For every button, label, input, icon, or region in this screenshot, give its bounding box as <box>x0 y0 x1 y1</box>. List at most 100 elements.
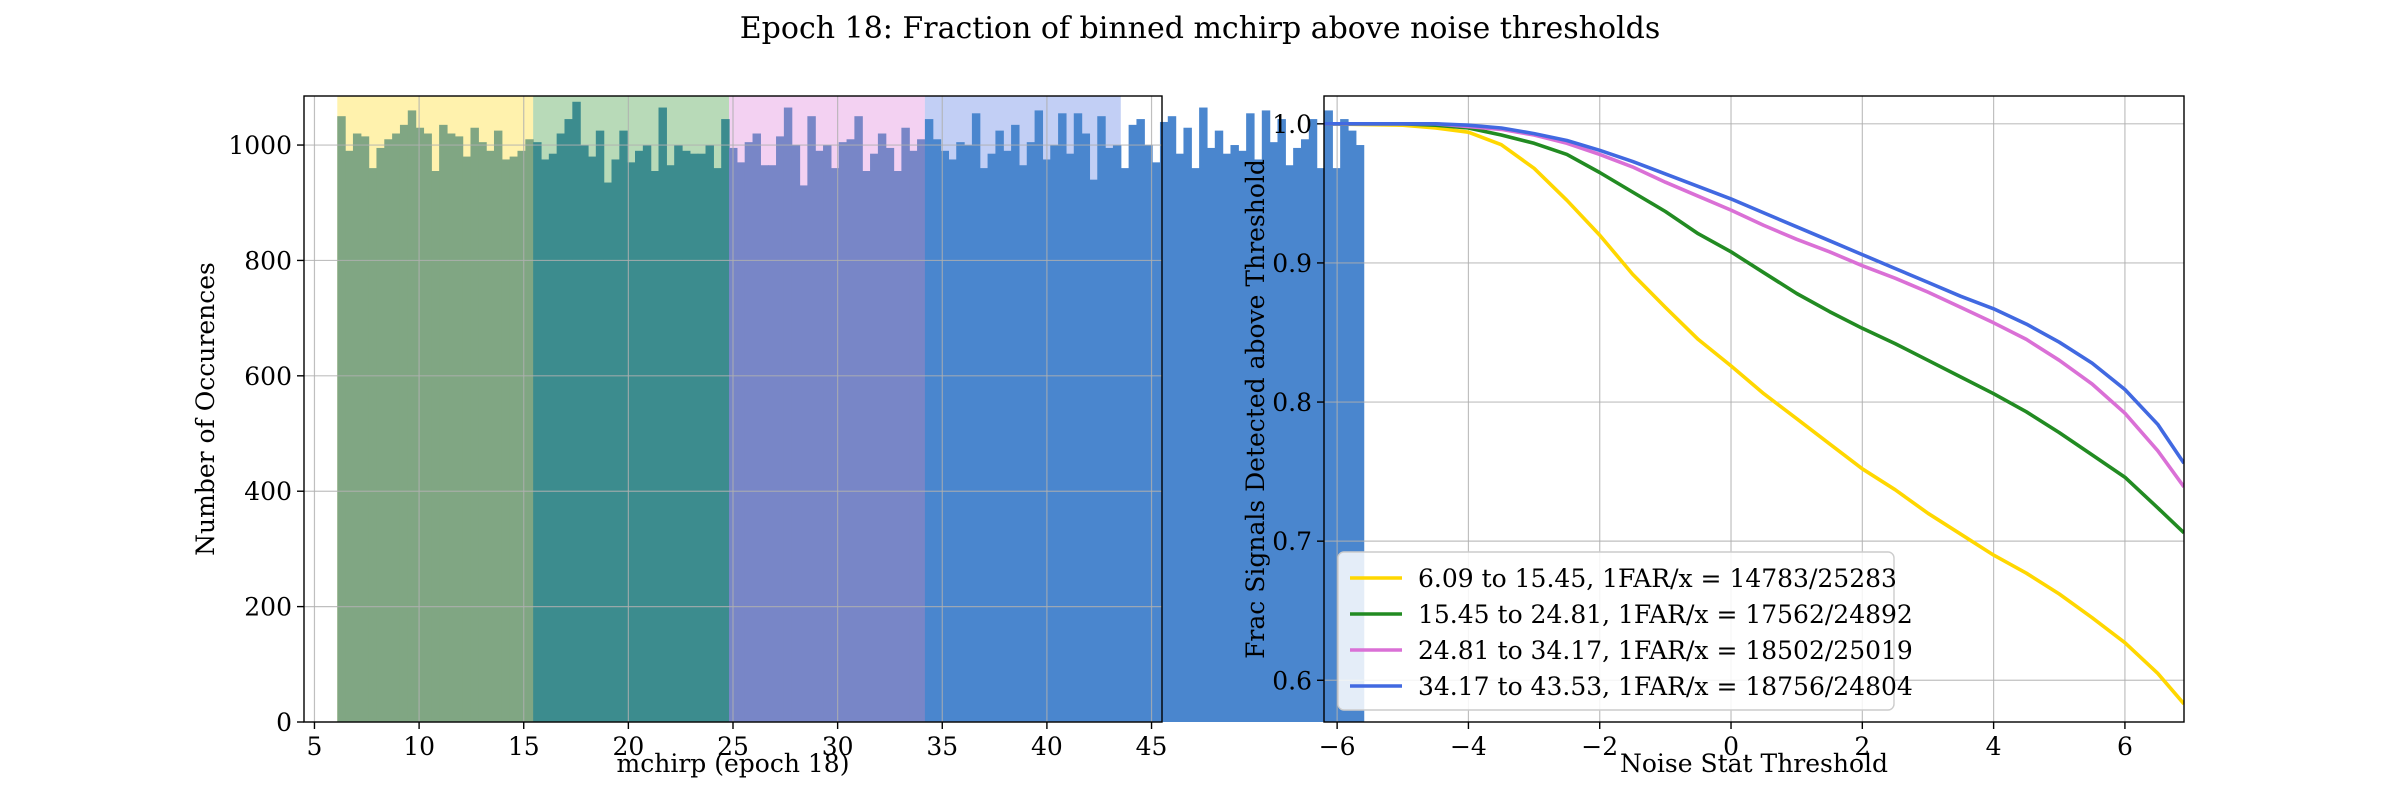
histogram-bar <box>682 150 691 723</box>
y-axis-label: Number of Occurences <box>191 262 220 556</box>
histogram-bar <box>995 130 1004 723</box>
histogram-bar <box>917 139 926 722</box>
histogram-bar <box>885 147 895 722</box>
histogram-bar <box>1050 145 1059 722</box>
legend-box <box>1337 551 1895 711</box>
histogram-bar <box>823 145 832 722</box>
axes-frame <box>1323 95 2185 723</box>
x-tick-label: 40 <box>1031 732 1063 761</box>
histogram-bar <box>1214 130 1224 723</box>
x-tick-label: 30 <box>822 732 854 761</box>
histogram-bar <box>611 159 620 722</box>
histogram-bar <box>1191 168 1200 722</box>
histogram-bar <box>352 133 362 722</box>
y-tick-label: 200 <box>244 593 292 622</box>
histogram-bar <box>689 153 699 722</box>
histogram-bar <box>1105 147 1114 722</box>
series-line-4 <box>1324 122 2184 465</box>
histogram-bar <box>564 119 573 722</box>
histogram-bar <box>1144 145 1153 722</box>
histogram-bar <box>697 153 707 722</box>
histogram-bar <box>1308 119 1318 722</box>
y-axis-label: Frac Signals Detected above Threshold <box>1241 159 1270 659</box>
histogram-bar <box>893 171 902 722</box>
histogram-bar <box>768 165 777 723</box>
histogram-bar <box>846 139 855 722</box>
x-tick-label: 5 <box>307 732 323 761</box>
legend-entry-4: 34.17 to 43.53, 1FAR/x = 18756/24804 <box>1418 672 1913 701</box>
histogram-bar <box>1175 153 1185 722</box>
x-axis-label: Noise Stat Threshold <box>1620 749 1888 778</box>
x-tick-label: 25 <box>717 732 749 761</box>
histogram-bar <box>587 156 597 723</box>
y-tick-label: 0.7 <box>1272 527 1312 556</box>
histogram-bar <box>1120 168 1130 722</box>
histogram-bar <box>1065 153 1075 722</box>
histogram-bar <box>752 133 761 722</box>
histogram-bar <box>360 136 370 723</box>
y-tick-label: 1.0 <box>1272 110 1312 139</box>
histogram-bar <box>1253 159 1263 722</box>
histogram-bar <box>431 171 440 722</box>
histogram-bar <box>1167 116 1177 723</box>
histogram-bar <box>1293 147 1302 722</box>
histogram-bar <box>1269 142 1279 722</box>
histogram-bar <box>1324 110 1333 723</box>
histogram-bar <box>540 159 550 722</box>
histogram-bar <box>501 159 511 722</box>
histogram-bar <box>1058 113 1067 722</box>
histogram-bar <box>533 142 542 722</box>
series-line-1 <box>1324 122 2184 706</box>
y-tick-label: 600 <box>244 362 292 391</box>
histogram-bar <box>658 107 667 722</box>
histogram-bar <box>815 150 824 723</box>
y-tick-label: 0.6 <box>1272 666 1312 695</box>
histogram-bar <box>627 162 636 723</box>
histogram-bar <box>1347 130 1357 723</box>
histogram-bar <box>1003 150 1012 723</box>
histogram-bar <box>948 159 957 722</box>
histogram-bar <box>462 156 472 723</box>
histogram-bar <box>1026 142 1036 722</box>
histogram-bar <box>619 130 628 723</box>
histogram-bar <box>493 130 503 723</box>
x-tick-label: 0 <box>1723 732 1739 761</box>
histogram-bar <box>345 150 354 723</box>
histogram-bar <box>478 142 487 722</box>
figure-title: Epoch 18: Fraction of binned mchirp abov… <box>740 11 1660 46</box>
x-tick-label: −2 <box>1581 732 1618 761</box>
histogram-bar <box>642 145 652 722</box>
series-line-2 <box>1324 122 2184 535</box>
histogram-axes: 5 10 15 20 25 30 35 40 45 0 200 400 600 800 1000 mchirp… <box>191 95 1365 778</box>
histogram-bar <box>721 119 730 722</box>
histogram-bar <box>1230 145 1239 722</box>
histogram-bar <box>674 145 683 722</box>
histogram-bar <box>376 147 385 722</box>
histogram-bar <box>392 133 401 722</box>
histogram-bar <box>1136 119 1145 722</box>
x-tick-label: −6 <box>1319 732 1356 761</box>
y-tick-label: 0.8 <box>1272 388 1312 417</box>
histogram-bar <box>713 168 722 722</box>
histogram-bar <box>1097 116 1106 723</box>
histogram-bar <box>556 133 566 722</box>
histogram-bar <box>1183 127 1192 722</box>
histogram-bar <box>1128 124 1138 723</box>
histogram-bar <box>791 145 801 722</box>
y-tick-label: 400 <box>244 477 292 506</box>
histogram-bar <box>940 150 950 723</box>
histogram-bar <box>909 150 918 723</box>
histogram-bar <box>439 124 448 723</box>
histogram-bar <box>635 150 644 723</box>
histogram-bar <box>1340 119 1349 722</box>
x-tick-label: 10 <box>403 732 435 761</box>
histogram-bar <box>595 130 605 723</box>
histogram-bar <box>337 116 346 723</box>
x-tick-label: 6 <box>2117 732 2133 761</box>
histogram-bar <box>509 156 519 723</box>
histogram-bar <box>1089 179 1098 722</box>
x-tick-label: 4 <box>1986 732 2002 761</box>
y-tick-label: 1000 <box>228 131 292 160</box>
histogram-bar <box>799 185 808 722</box>
histogram-bar <box>423 133 432 722</box>
